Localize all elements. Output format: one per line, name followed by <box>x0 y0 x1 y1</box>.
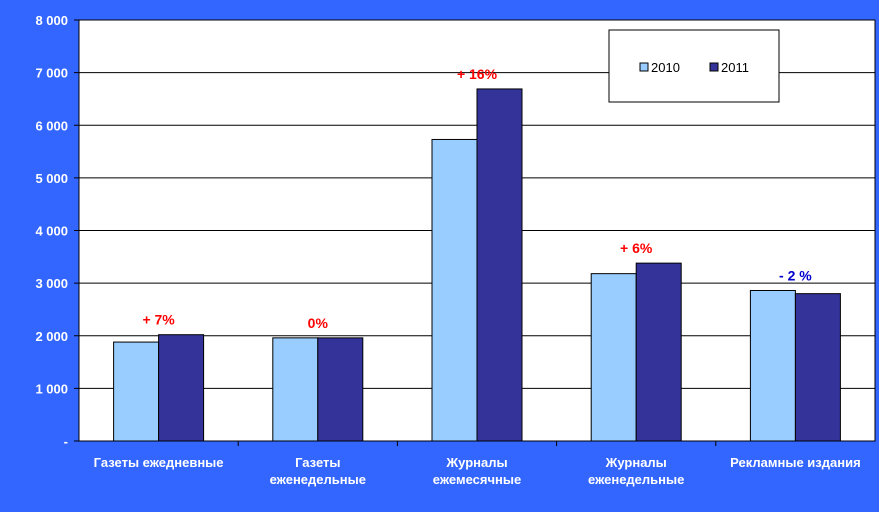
y-tick-label: 5 000 <box>35 171 68 186</box>
change-annotation: + 7% <box>142 312 175 328</box>
legend-swatch-2011 <box>709 62 719 72</box>
y-tick-label: 2 000 <box>35 329 68 344</box>
axes <box>74 19 875 446</box>
bar-2010 <box>431 138 478 442</box>
change-annotation: 0% <box>308 315 329 331</box>
legend-label-2010: 2010 <box>651 60 680 75</box>
y-tick-label: 8 000 <box>35 13 68 28</box>
bar-2010 <box>749 289 796 442</box>
category-label: Журналы <box>445 455 507 470</box>
bar-2010 <box>113 341 160 442</box>
legend: 2010 2011 <box>608 29 780 103</box>
bar-2011 <box>635 262 682 442</box>
change-annotation: + 16% <box>457 66 498 82</box>
category-label: еженедельные <box>270 472 366 487</box>
y-tick-label: 7 000 <box>35 66 68 81</box>
y-tick-label: 6 000 <box>35 118 68 133</box>
category-label: Газеты <box>295 455 340 470</box>
change-annotation: + 6% <box>620 240 653 256</box>
legend-label-2011: 2011 <box>721 60 749 75</box>
legend-box <box>608 29 780 103</box>
change-annotation: - 2 % <box>779 267 812 283</box>
y-tick-label: 1 000 <box>35 381 68 396</box>
bar-2010 <box>590 273 637 442</box>
category-label: Рекламные издания <box>730 455 861 470</box>
bar-2011 <box>476 88 523 442</box>
bar-2010 <box>272 337 319 442</box>
y-tick-labels: - 1 000 2 000 3 000 4 000 5 000 6 000 7 000 8 00… <box>35 13 68 449</box>
bar-2011 <box>158 334 205 442</box>
category-label: еженедельные <box>588 472 684 487</box>
bars <box>113 88 841 442</box>
y-tick-label: 3 000 <box>35 276 68 291</box>
category-label: ежемесячные <box>433 472 521 487</box>
category-label: Газеты ежедневные <box>94 455 224 470</box>
y-tick-label: 4 000 <box>35 224 68 239</box>
bar-2011 <box>317 337 364 442</box>
category-label: Журналы <box>605 455 667 470</box>
y-tick-label: - <box>64 434 68 449</box>
annotations: + 7% 0% + 16% + 6% - 2 % <box>142 66 812 331</box>
bar-2011 <box>794 293 841 442</box>
legend-swatch-2010 <box>639 62 649 72</box>
category-labels: Газеты ежедневные Газеты еженедельные Журна… <box>94 455 861 487</box>
